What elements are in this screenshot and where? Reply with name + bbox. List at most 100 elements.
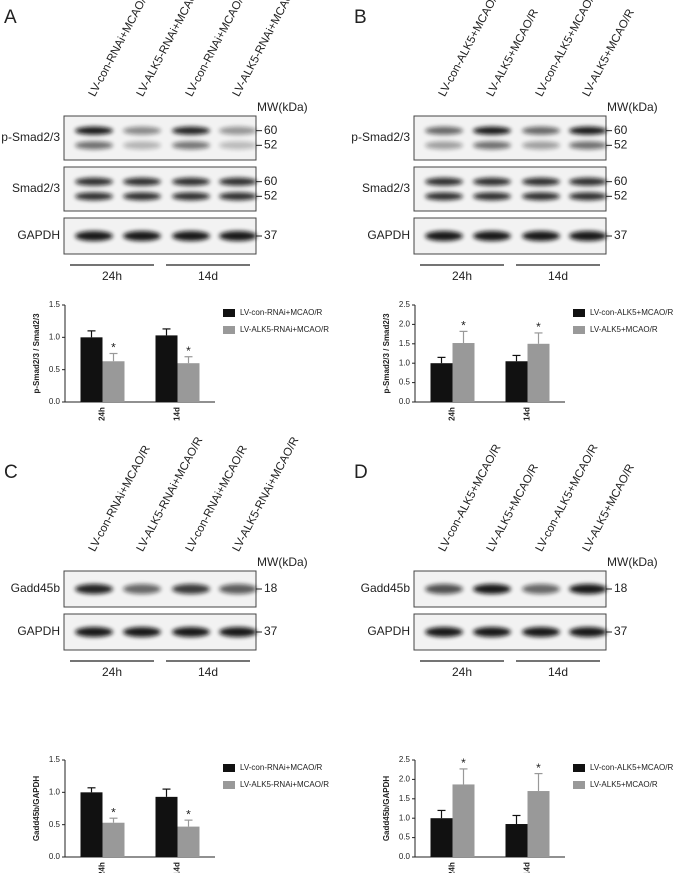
legend-swatch [573,764,585,772]
band [172,126,210,135]
marker-label: 37 [614,228,628,242]
y-tick-label: 1.5 [399,339,411,348]
marker-label: 52 [264,189,278,203]
marker-label: 52 [264,138,278,152]
marker-label: 37 [264,624,278,638]
legend-swatch [573,309,585,317]
bar [527,791,550,857]
band [473,584,511,594]
x-tick-label: 14d [523,407,532,421]
y-tick-label: 1.0 [49,332,61,341]
band [473,177,511,186]
lane-label: LV-ALK5+MCAO/R [581,462,637,554]
significance-star: * [186,807,191,821]
mw-label: MW(kDa) [257,555,308,569]
y-tick-label: 0.5 [399,378,411,387]
y-tick-label: 1.5 [399,794,411,803]
band [123,231,161,241]
band [172,231,210,241]
bar [102,361,125,402]
legend-label: LV-con-ALK5+MCAO/R [590,308,673,317]
blot-label: Smad2/3 [12,181,60,195]
significance-star: * [111,805,116,819]
band [123,192,161,201]
band [75,192,113,201]
lane-label: LV-ALK5+MCAO/R [485,462,541,554]
marker-label: 52 [614,189,628,203]
band [219,126,257,135]
bar [430,818,453,857]
band [569,584,607,594]
band [473,192,511,201]
y-tick-label: 2.0 [399,320,411,329]
band [219,231,257,241]
y-tick-label: 2.5 [399,300,411,309]
x-tick-label: 24h [98,862,107,873]
y-tick-label: 0.0 [49,852,61,861]
band [123,141,161,150]
band [522,177,560,186]
bar [155,796,178,857]
blot-label: GAPDH [17,228,60,242]
band [75,584,113,594]
y-tick-label: 1.5 [49,300,61,309]
band [569,126,607,135]
legend-label: LV-ALK5-RNAi+MCAO/R [240,780,329,789]
panel-letter: A [4,7,17,28]
group-label: 24h [452,665,472,679]
band [75,141,113,150]
group-label: 24h [102,269,122,283]
band [123,584,161,594]
y-tick-label: 0.0 [49,397,61,406]
group-label: 24h [452,269,472,283]
band [425,584,463,594]
bar [80,792,103,857]
legend-swatch [223,781,235,789]
band [522,192,560,201]
y-tick-label: 1.0 [399,813,411,822]
band [522,584,560,594]
band [473,141,511,150]
blot-frame [413,166,607,212]
panel-letter: C [4,462,18,483]
x-tick-label: 14d [523,862,532,873]
y-axis-label: Gadd45b/GAPDH [382,776,391,842]
x-tick-label: 24h [448,862,457,873]
marker-label: 60 [614,174,628,188]
band [473,231,511,241]
bar [505,361,528,402]
legend-label: LV-con-RNAi+MCAO/R [240,763,323,772]
band [425,231,463,241]
marker-label: 37 [614,624,628,638]
bar [452,343,475,402]
band [473,126,511,135]
blot-label: Gadd45b [11,581,61,595]
band [219,584,257,594]
marker-label: 52 [614,138,628,152]
band [522,126,560,135]
blot-label: GAPDH [367,228,410,242]
panel-letter: D [354,462,368,483]
band [172,627,210,637]
legend-label: LV-ALK5-RNAi+MCAO/R [240,325,329,334]
band [219,627,257,637]
blot-label: Gadd45b [361,581,411,595]
bar [452,784,475,857]
lane-label: LV-ALK5+MCAO/R [581,7,637,99]
band [123,126,161,135]
legend-swatch [573,326,585,334]
band [569,192,607,201]
x-tick-label: 14d [173,407,182,421]
bar [505,824,528,857]
significance-star: * [536,320,541,334]
y-tick-label: 0.5 [49,820,61,829]
marker-label: 60 [264,123,278,137]
legend-swatch [223,764,235,772]
band [522,231,560,241]
band [172,141,210,150]
band [522,141,560,150]
band [75,627,113,637]
significance-star: * [461,319,466,333]
band [219,192,257,201]
y-axis-label: p-Smad2/3 / Smad2/3 [382,313,391,394]
